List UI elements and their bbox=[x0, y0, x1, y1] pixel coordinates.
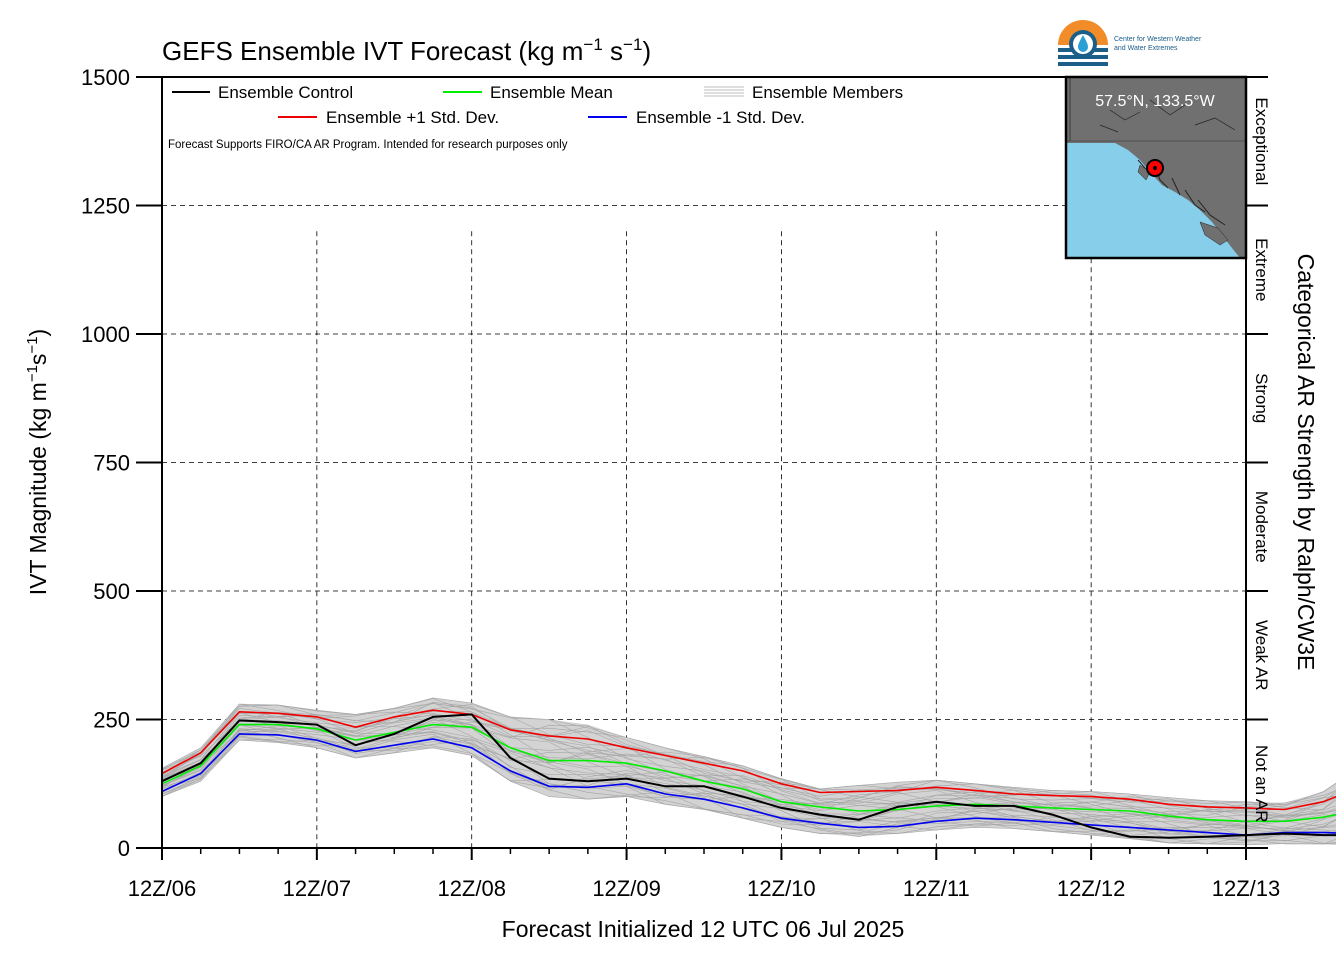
x-tick-label: 12Z/13 bbox=[1212, 876, 1281, 901]
member-trace bbox=[161, 703, 1336, 810]
x-tick-label: 12Z/12 bbox=[1057, 876, 1126, 901]
ar-category-label: Not an AR bbox=[1252, 745, 1271, 823]
grid bbox=[162, 205, 1246, 848]
member-trace bbox=[161, 703, 1336, 805]
x-axis-label: Forecast Initialized 12 UTC 06 Jul 2025 bbox=[502, 916, 905, 942]
x-tick-label: 12Z/08 bbox=[437, 876, 506, 901]
y-tick-label: 750 bbox=[93, 451, 130, 476]
x-tick-label: 12Z/09 bbox=[592, 876, 661, 901]
members-band bbox=[161, 697, 1336, 846]
y-tick-label: 1250 bbox=[81, 194, 130, 219]
legend-swatch-members bbox=[704, 86, 744, 97]
chart-title: GEFS Ensemble IVT Forecast (kg m−1 s−1) bbox=[162, 35, 651, 66]
legend-label-minus-sd: Ensemble -1 Std. Dev. bbox=[636, 108, 805, 127]
ar-category-label: Strong bbox=[1252, 373, 1271, 423]
y-tick-label: 250 bbox=[93, 708, 130, 733]
map-ocean bbox=[1066, 143, 1240, 258]
legend: Ensemble Control Ensemble Mean Ensemble … bbox=[168, 83, 903, 151]
research-disclaimer: Forecast Supports FIRO/CA AR Program. In… bbox=[168, 139, 568, 151]
ar-category-label: Weak AR bbox=[1252, 620, 1271, 691]
y-tick-label: 1500 bbox=[81, 65, 130, 90]
y-axis-label: IVT Magnitude (kg m−1s−1) bbox=[24, 329, 51, 595]
y-tick-label: 500 bbox=[93, 579, 130, 604]
inset-map: 57.5°N, 133.5°W bbox=[1064, 75, 1248, 260]
ar-category-label: Moderate bbox=[1252, 491, 1271, 563]
x-tick-label: 12Z/06 bbox=[128, 876, 197, 901]
members-envelope bbox=[162, 697, 1336, 845]
ar-category-label: Exceptional bbox=[1252, 97, 1271, 185]
map-location-label: 57.5°N, 133.5°W bbox=[1095, 93, 1215, 110]
legend-label-mean: Ensemble Mean bbox=[490, 83, 613, 102]
legend-label-members: Ensemble Members bbox=[752, 83, 903, 102]
logo-water-drop-icon bbox=[1078, 35, 1088, 52]
y-tick-label: 0 bbox=[118, 836, 130, 861]
logo-text-line-1: Center for Western Weather bbox=[1114, 36, 1202, 43]
legend-label-plus-sd: Ensemble +1 Std. Dev. bbox=[326, 108, 499, 127]
legend-label-control: Ensemble Control bbox=[218, 83, 353, 102]
x-tick-label: 12Z/10 bbox=[747, 876, 816, 901]
ar-category-label: Extreme bbox=[1252, 238, 1271, 301]
logo-text-line-2: and Water Extremes bbox=[1114, 45, 1178, 52]
x-tick-label: 12Z/07 bbox=[283, 876, 352, 901]
right-axis-label: Categorical AR Strength by Ralph/CW3E bbox=[1293, 254, 1319, 671]
y-tick-label: 1000 bbox=[81, 322, 130, 347]
x-tick-label: 12Z/11 bbox=[903, 876, 970, 901]
cw3e-logo: Center for Western Weather and Water Ext… bbox=[1058, 20, 1202, 70]
